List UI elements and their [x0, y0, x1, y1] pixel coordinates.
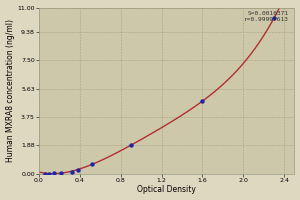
Point [200, 99, 205, 103]
Point [129, 144, 134, 147]
X-axis label: Optical Density: Optical Density [137, 185, 196, 194]
Point [43, 172, 47, 175]
Y-axis label: Human MXRA8 concentration (ng/ml): Human MXRA8 concentration (ng/ml) [6, 19, 15, 162]
Point [272, 17, 276, 20]
Point [52, 172, 57, 175]
Point [47, 172, 52, 175]
Point [75, 168, 80, 171]
Point [69, 170, 74, 173]
Point [90, 163, 94, 166]
Point [59, 171, 64, 174]
Text: S=0.0016371
r=0.99997613: S=0.0016371 r=0.99997613 [244, 11, 289, 22]
